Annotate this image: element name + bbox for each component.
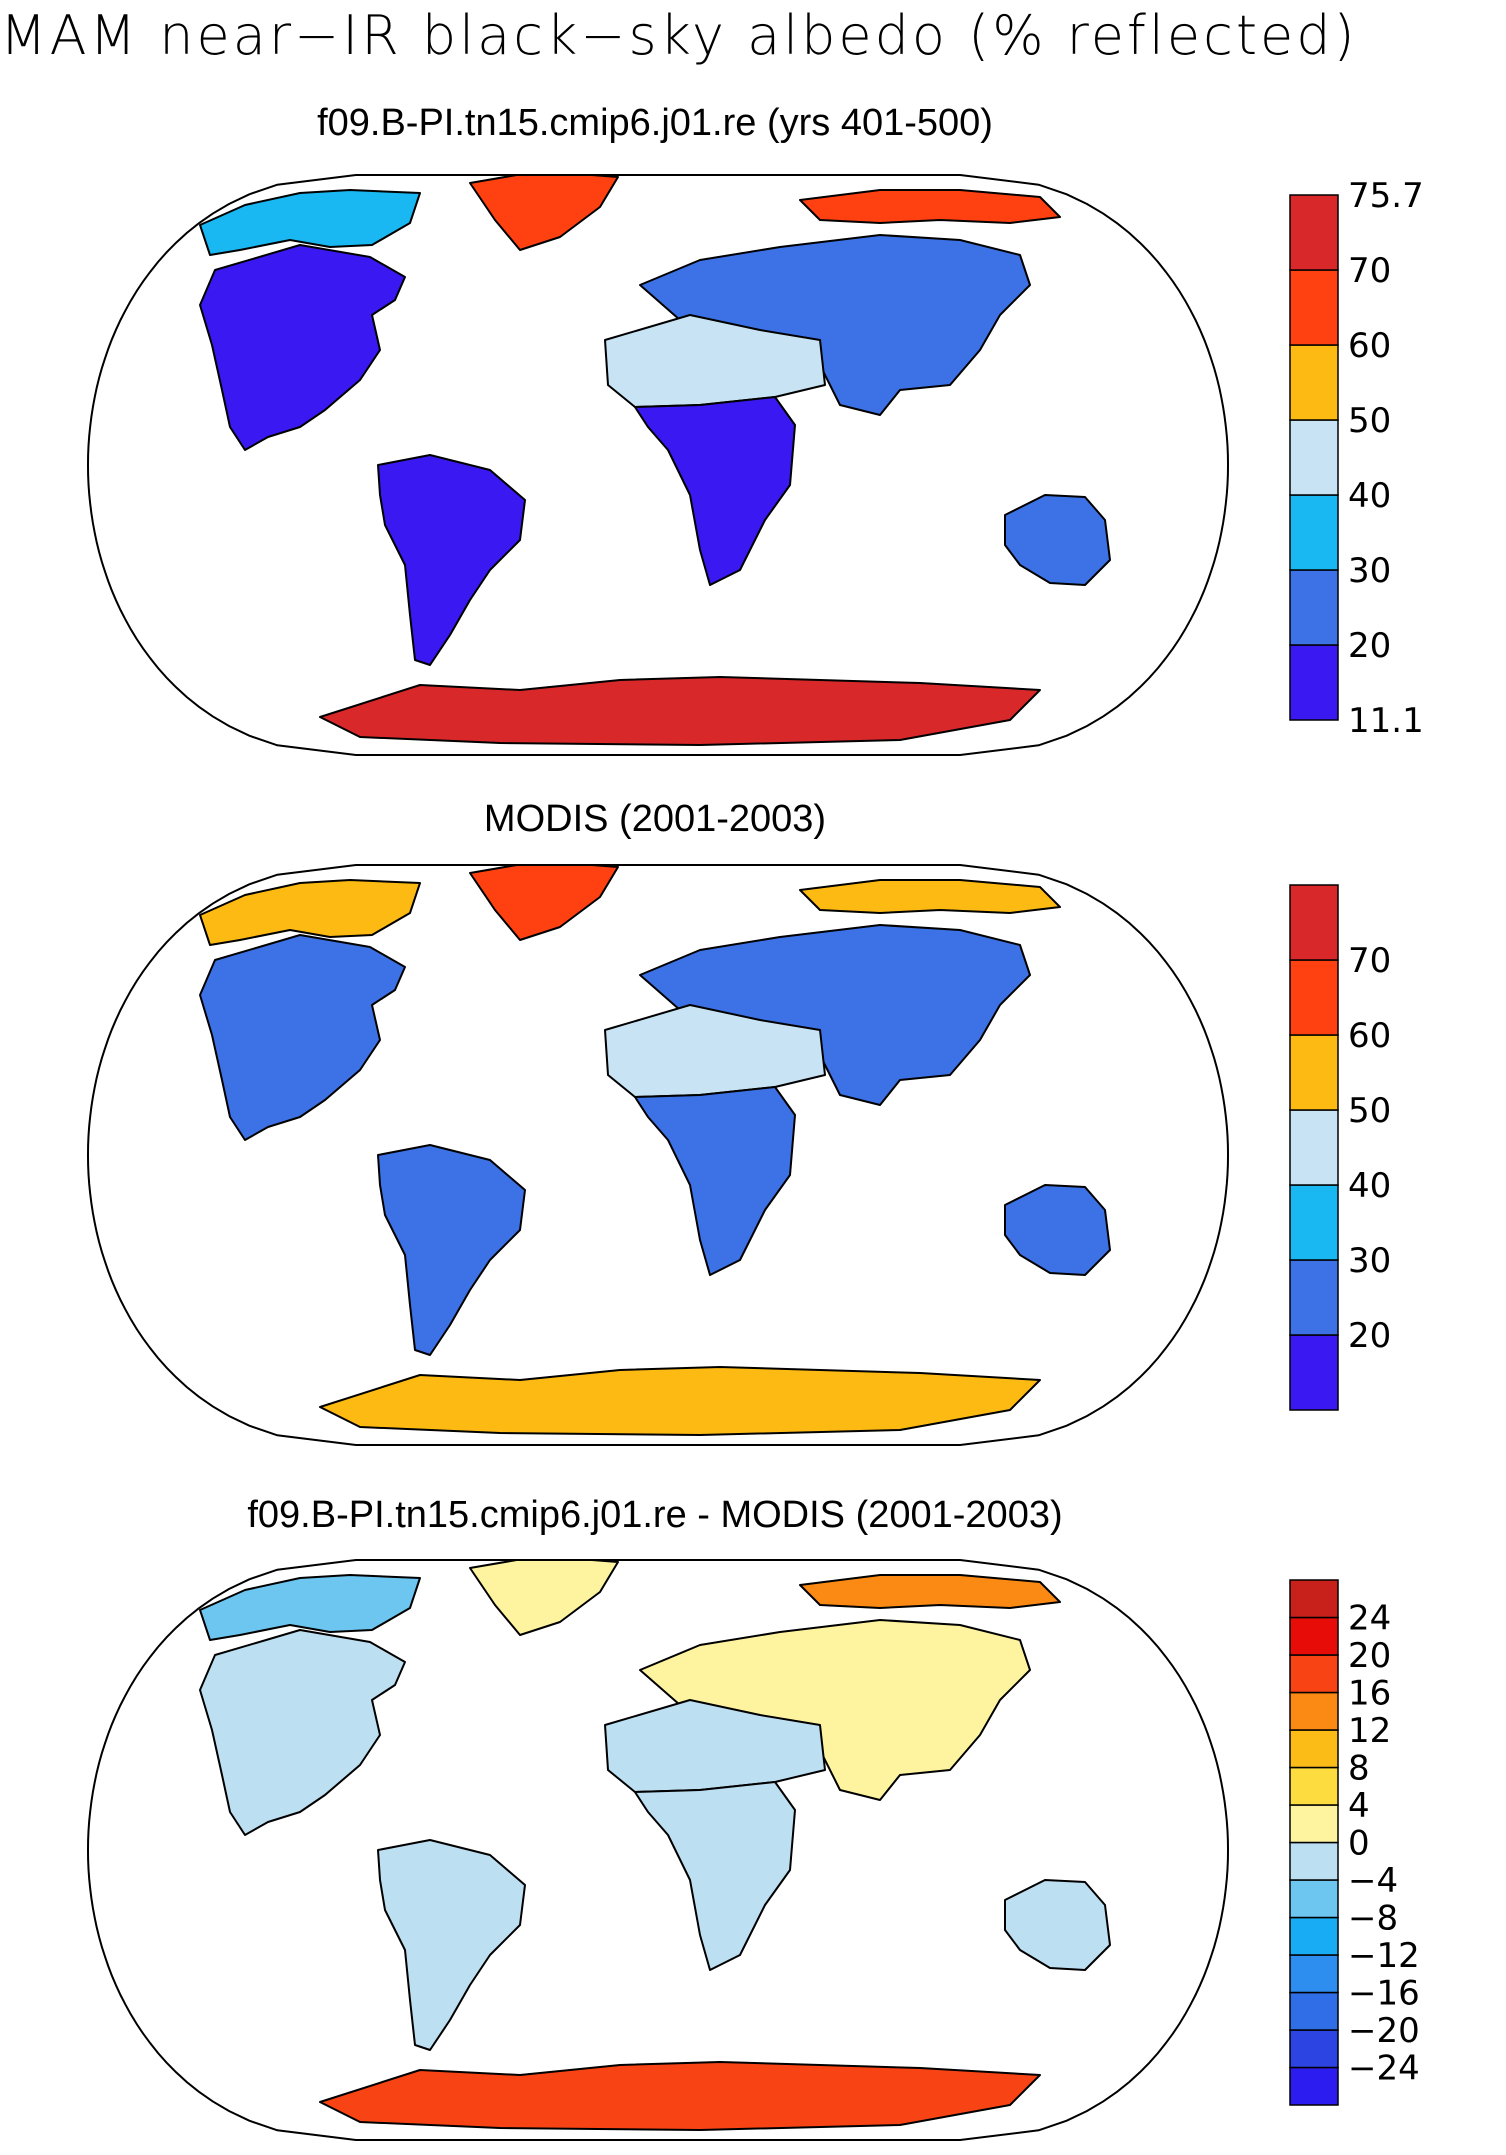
colorbar-segment bbox=[1289, 1916, 1339, 1956]
region-greenland bbox=[469, 175, 619, 251]
colorbar-segment bbox=[1289, 269, 1339, 346]
colorbar-segment bbox=[1289, 194, 1339, 271]
colorbar-segment bbox=[1289, 1729, 1339, 1769]
colorbar-tick-label: 20 bbox=[1348, 1316, 1391, 1356]
colorbar-tick-label: 4 bbox=[1348, 1786, 1370, 1826]
colorbar-segment bbox=[1289, 884, 1339, 961]
colorbar-tick-label: 60 bbox=[1348, 326, 1391, 366]
colorbar-segment bbox=[1289, 1954, 1339, 1994]
colorbar-tick-label: 70 bbox=[1348, 941, 1391, 981]
colorbar-tick-label: 11.1 bbox=[1348, 701, 1424, 741]
region-antarctica bbox=[319, 676, 1041, 746]
colorbar-tick-label: −12 bbox=[1348, 1936, 1420, 1976]
colorbar-segment bbox=[1289, 1579, 1339, 1619]
region-australia bbox=[1004, 1184, 1111, 1276]
colorbar-segment bbox=[1289, 1034, 1339, 1111]
colorbar-segment bbox=[1289, 1184, 1339, 1261]
region-antarctica bbox=[319, 1366, 1041, 1436]
colorbar-tick-label: 30 bbox=[1348, 1241, 1391, 1281]
region-north-america bbox=[199, 934, 406, 1141]
colorbar: 75.7 70 60 50 40 30 20 11.1 bbox=[1289, 176, 1424, 741]
colorbar-tick-label: 75.7 bbox=[1348, 176, 1424, 216]
panel-3-title: f09.B-PI.tn15.cmip6.j01.re - MODIS (2001… bbox=[247, 1494, 1063, 1536]
colorbar-tick-label: 20 bbox=[1348, 626, 1391, 666]
region-north-america bbox=[199, 244, 406, 451]
colorbar-tick-label: −16 bbox=[1348, 1974, 1420, 2014]
region-south-america bbox=[377, 1839, 526, 2051]
map-outline bbox=[86, 1559, 1230, 2141]
map-fill-layer bbox=[199, 1560, 1111, 2131]
region-sub-saharan-africa bbox=[634, 396, 796, 586]
map-outline bbox=[86, 174, 1230, 756]
region-arctic-siberia-coast bbox=[799, 879, 1061, 914]
colorbar-segment bbox=[1289, 959, 1339, 1036]
colorbar-segment bbox=[1289, 1991, 1339, 2031]
colorbar-segment bbox=[1289, 1616, 1339, 1656]
colorbar-tick-label: 16 bbox=[1348, 1674, 1391, 1714]
colorbar-tick-label: 60 bbox=[1348, 1016, 1391, 1056]
colorbar-tick-label: 70 bbox=[1348, 251, 1391, 291]
map-panel-model: 75.7 70 60 50 40 30 20 11.1 bbox=[86, 174, 1424, 756]
region-antarctica bbox=[319, 2061, 1041, 2131]
colorbar-tick-label: 50 bbox=[1348, 1091, 1391, 1131]
figure-title: MAM near−IR black−sky albedo (% reflecte… bbox=[0, 4, 1358, 67]
colorbar-segment bbox=[1289, 344, 1339, 421]
region-canadian-arctic bbox=[199, 189, 421, 256]
colorbar-tick-label: 40 bbox=[1348, 1166, 1391, 1206]
colorbar-segment bbox=[1289, 1841, 1339, 1881]
region-australia bbox=[1004, 1879, 1111, 1971]
region-sahara bbox=[604, 314, 826, 408]
map-fill-layer bbox=[199, 175, 1111, 746]
map-outline bbox=[86, 864, 1230, 1446]
colorbar-tick-label: −24 bbox=[1348, 2049, 1420, 2089]
colorbar-segment bbox=[1289, 1804, 1339, 1844]
colorbar-tick-label: 50 bbox=[1348, 401, 1391, 441]
region-south-america bbox=[377, 1144, 526, 1356]
colorbar-segment bbox=[1289, 1879, 1339, 1919]
colorbar-segment bbox=[1289, 494, 1339, 571]
region-greenland bbox=[469, 865, 619, 941]
region-australia bbox=[1004, 494, 1111, 586]
region-arctic-siberia-coast bbox=[799, 189, 1061, 224]
panel-2-title: MODIS (2001-2003) bbox=[483, 798, 827, 840]
colorbar-tick-label: 20 bbox=[1348, 1636, 1391, 1676]
colorbar-segment bbox=[1289, 1691, 1339, 1731]
colorbar-segment bbox=[1289, 644, 1339, 721]
colorbar-tick-label: 30 bbox=[1348, 551, 1391, 591]
colorbar-segment bbox=[1289, 1259, 1339, 1336]
map-panel-modis: 70 60 50 40 30 20 bbox=[86, 864, 1391, 1446]
colorbar-tick-label: −4 bbox=[1348, 1861, 1398, 1901]
colorbar-segment bbox=[1289, 1654, 1339, 1694]
colorbar-segment bbox=[1289, 1766, 1339, 1806]
colorbar-segment bbox=[1289, 2029, 1339, 2069]
map-fill-layer bbox=[199, 865, 1111, 1436]
colorbar-segment bbox=[1289, 1334, 1339, 1411]
colorbar-segment bbox=[1289, 569, 1339, 646]
colorbar-segment bbox=[1289, 2066, 1339, 2106]
region-south-america bbox=[377, 454, 526, 666]
region-canadian-arctic bbox=[199, 1574, 421, 1641]
region-sahara bbox=[604, 1004, 826, 1098]
colorbar-tick-label: 24 bbox=[1348, 1599, 1391, 1639]
region-sub-saharan-africa bbox=[634, 1086, 796, 1276]
region-canadian-arctic bbox=[199, 879, 421, 946]
colorbar-segment bbox=[1289, 419, 1339, 496]
colorbar-tick-label: 0 bbox=[1348, 1824, 1370, 1864]
region-north-america bbox=[199, 1629, 406, 1836]
region-greenland bbox=[469, 1560, 619, 1636]
colorbar-tick-label: 8 bbox=[1348, 1749, 1370, 1789]
region-sub-saharan-africa bbox=[634, 1781, 796, 1971]
colorbar-segment bbox=[1289, 1109, 1339, 1186]
colorbar-tick-label: −8 bbox=[1348, 1899, 1398, 1939]
colorbar-tick-label: 40 bbox=[1348, 476, 1391, 516]
colorbar: 70 60 50 40 30 20 bbox=[1289, 884, 1391, 1411]
region-arctic-siberia-coast bbox=[799, 1574, 1061, 1609]
colorbar-tick-label: 12 bbox=[1348, 1711, 1391, 1751]
panel-1-title: f09.B-PI.tn15.cmip6.j01.re (yrs 401-500) bbox=[317, 102, 993, 144]
colorbar-tick-label: −20 bbox=[1348, 2011, 1420, 2051]
region-sahara bbox=[604, 1699, 826, 1793]
